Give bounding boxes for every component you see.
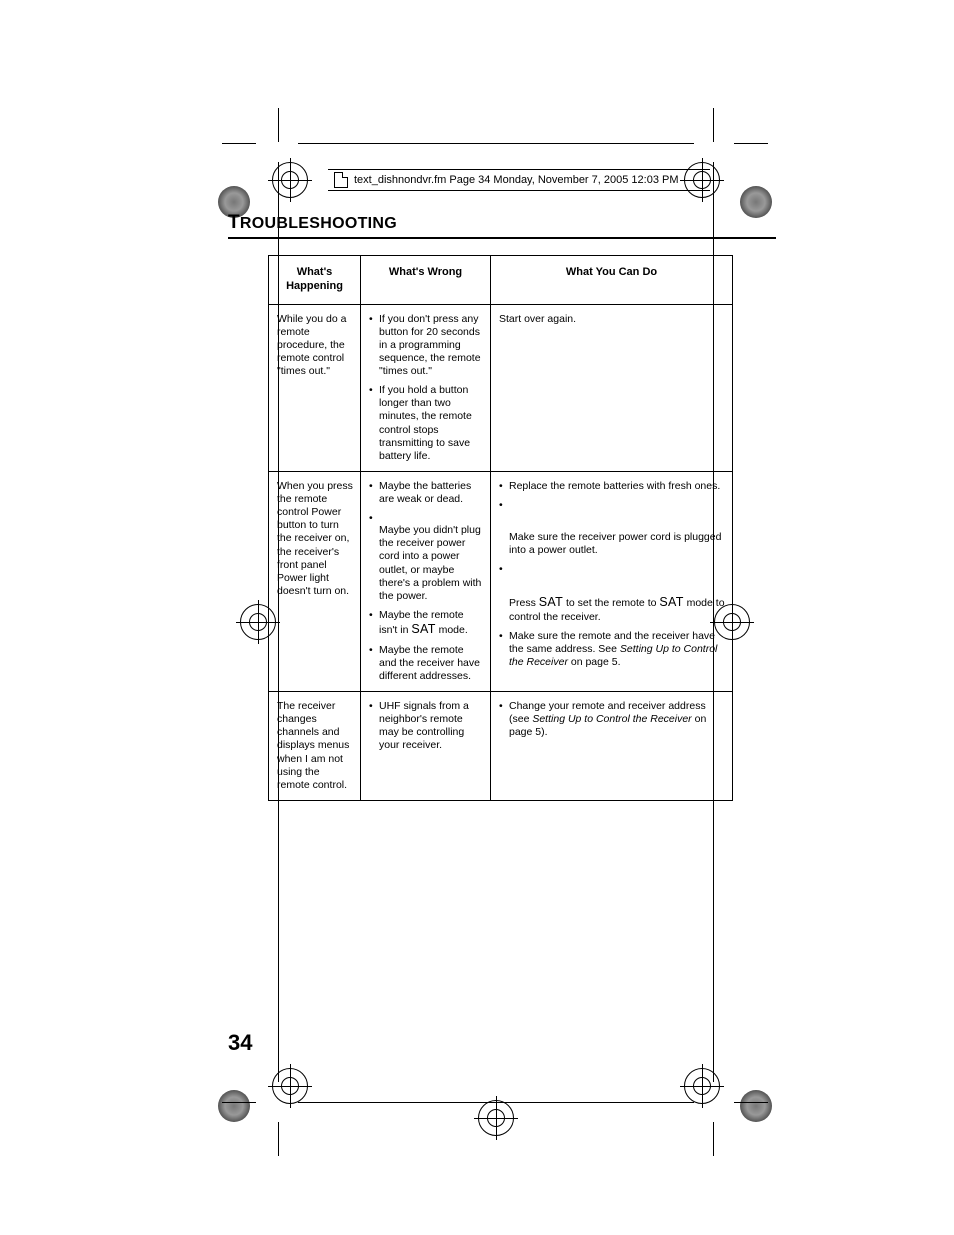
section-title-rule: TROUBLESHOOTING (228, 212, 776, 239)
cell-wrong: If you don't press any button for 20 sec… (361, 304, 491, 471)
reg-mark-solid-br (740, 1090, 772, 1122)
crop-line-top (298, 143, 694, 144)
col-header-happening: What'sHappening (269, 256, 361, 305)
page-number: 34 (228, 1030, 252, 1056)
list-item: UHF signals from a neighbor's remote may… (369, 700, 484, 753)
table-row: When you press the remote control Power … (269, 471, 733, 691)
crop-tick-br-h (734, 1102, 768, 1103)
crop-tick-bl-v (278, 1122, 279, 1156)
cell-do: Change your remote and receiver address … (491, 692, 733, 801)
cell-wrong: UHF signals from a neighbor's remote may… (361, 692, 491, 801)
list-item: Make sure the receiver power cord is plu… (499, 499, 726, 557)
list-item: Replace the remote batteries with fresh … (499, 480, 726, 493)
list-item: Maybe the batteries are weak or dead. (369, 480, 484, 506)
reg-mark-cross-br (684, 1068, 720, 1104)
list-item: Change your remote and receiver address … (499, 700, 726, 739)
cell-happening: When you press the remote control Power … (269, 471, 361, 691)
framemaker-header: text_dishnondvr.fm Page 34 Monday, Novem… (328, 169, 710, 191)
page-icon (334, 172, 348, 188)
list-item: Maybe the remote and the receiver have d… (369, 644, 484, 683)
page-content: TROUBLESHOOTING What'sHappening What's W… (228, 212, 776, 801)
col-header-wrong: What's Wrong (361, 256, 491, 305)
table-row: While you do a remote procedure, the rem… (269, 304, 733, 471)
crop-tick-br-v (713, 1122, 714, 1156)
reg-mark-solid-bl (218, 1090, 250, 1122)
crop-tick-bl-h (222, 1102, 256, 1103)
col-header-do: What You Can Do (491, 256, 733, 305)
reg-mark-cross-bc (478, 1100, 514, 1136)
list-item: Maybe you didn't plug the receiver power… (369, 512, 484, 603)
cell-happening: While you do a remote procedure, the rem… (269, 304, 361, 471)
crop-tick-tl-v (278, 108, 279, 142)
troubleshooting-table: What'sHappening What's Wrong What You Ca… (268, 255, 733, 801)
section-title: TROUBLESHOOTING (228, 212, 776, 234)
list-item: Press SAT to set the remote to SAT mode … (499, 563, 726, 624)
cell-do: Replace the remote batteries with fresh … (491, 471, 733, 691)
list-item: Make sure the remote and the receiver ha… (499, 630, 726, 669)
reg-mark-cross-tl (272, 162, 308, 198)
table-row: The receiver changes channels and displa… (269, 692, 733, 801)
list-item: If you don't press any button for 20 sec… (369, 313, 484, 379)
list-item: Maybe the remote isn't in SAT mode. (369, 609, 484, 638)
crop-tick-tr-h (734, 143, 768, 144)
header-text: text_dishnondvr.fm Page 34 Monday, Novem… (354, 174, 679, 186)
table-header-row: What'sHappening What's Wrong What You Ca… (269, 256, 733, 305)
cell-do: Start over again. (491, 304, 733, 471)
crop-tick-tr-v (713, 108, 714, 142)
cell-happening: The receiver changes channels and displa… (269, 692, 361, 801)
list-item: If you hold a button longer than two min… (369, 384, 484, 463)
cell-wrong: Maybe the batteries are weak or dead. Ma… (361, 471, 491, 691)
crop-tick-tl-h (222, 143, 256, 144)
reg-mark-cross-bl (272, 1068, 308, 1104)
